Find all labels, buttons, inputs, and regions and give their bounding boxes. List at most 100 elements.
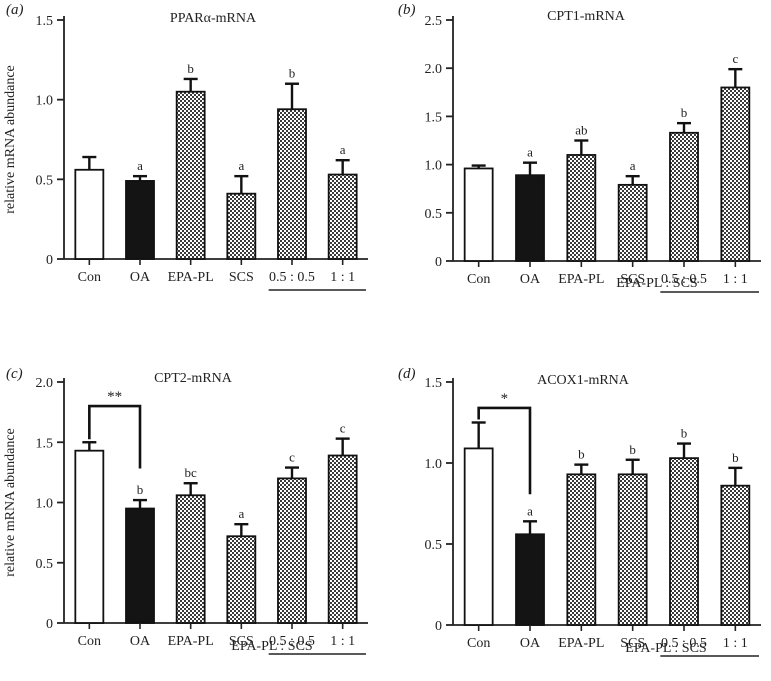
bar-1-1 bbox=[720, 86, 751, 262]
significance-letter: b bbox=[137, 482, 144, 497]
significance-stars: * bbox=[501, 391, 509, 407]
y-tick-label: 0.5 bbox=[36, 173, 54, 188]
chart-title: PPARα-mRNA bbox=[170, 11, 257, 26]
x-tick-label: EPA-PL bbox=[168, 634, 214, 649]
significance-letter: a bbox=[238, 158, 244, 173]
bar-epa-pl bbox=[175, 90, 206, 260]
y-tick-label: 1.5 bbox=[36, 436, 54, 451]
chart-title: CPT1-mRNA bbox=[547, 9, 626, 24]
x-tick-label: OA bbox=[520, 636, 541, 651]
x-tick-label: SCS bbox=[620, 272, 645, 287]
bar-epa-pl bbox=[566, 154, 597, 262]
panel-label: (c) bbox=[6, 366, 23, 382]
chart-title: CPT2-mRNA bbox=[154, 371, 233, 386]
bar-0-5-0-5 bbox=[669, 457, 699, 626]
significance-letter: c bbox=[732, 51, 738, 66]
x-tick-label: 1 : 1 bbox=[723, 636, 748, 651]
significance-letter: b bbox=[732, 450, 739, 465]
significance-bracket bbox=[477, 406, 532, 495]
bar-1-1 bbox=[327, 454, 358, 624]
y-tick-label: 0 bbox=[46, 253, 53, 268]
y-tick-label: 0 bbox=[435, 255, 442, 270]
bar-oa bbox=[125, 180, 155, 260]
bar-1-1 bbox=[327, 173, 358, 260]
significance-letter: a bbox=[238, 506, 244, 521]
bar-1-1 bbox=[720, 484, 751, 626]
x-tick-label: 1 : 1 bbox=[723, 272, 748, 287]
x-tick-label: 0.5 : 0.5 bbox=[661, 272, 707, 287]
chart-panel-c: (c) CPT2-mRNA relative mRNA abundance 0 0.5 1… bbox=[3, 366, 368, 655]
significance-letter: b bbox=[681, 105, 688, 120]
significance-letter: a bbox=[527, 503, 533, 518]
significance-letter: b bbox=[629, 442, 636, 457]
bar-con bbox=[74, 168, 105, 260]
panels: (a) PPARα-mRNA relative mRNA abundance 0 0.5… bbox=[3, 2, 761, 657]
bar-0-5-0-5 bbox=[277, 108, 307, 260]
x-tick-label: EPA-PL bbox=[168, 270, 214, 285]
significance-letter: c bbox=[289, 450, 295, 465]
x-tick-label: SCS bbox=[229, 270, 254, 285]
y-tick-label: 1.5 bbox=[425, 110, 443, 125]
bar-epa-pl bbox=[566, 473, 597, 626]
significance-bracket bbox=[88, 404, 142, 469]
y-tick-label: 2.5 bbox=[425, 14, 443, 29]
x-tick-label: 1 : 1 bbox=[330, 634, 355, 649]
group-label: EPA-PL : SCS bbox=[625, 641, 706, 656]
x-tick-label: SCS bbox=[229, 634, 254, 649]
x-tick-label: 0.5 : 0.5 bbox=[269, 634, 315, 649]
bar-con bbox=[463, 167, 494, 262]
panel-label: (d) bbox=[398, 366, 416, 382]
x-tick-label: OA bbox=[130, 634, 151, 649]
y-axis-label: relative mRNA abundance bbox=[3, 65, 18, 214]
bar-0-5-0-5 bbox=[669, 131, 699, 262]
significance-letter: b bbox=[578, 447, 585, 462]
y-tick-label: 0 bbox=[435, 619, 442, 634]
x-tick-label: 1 : 1 bbox=[330, 270, 355, 285]
bar-0-5-0-5 bbox=[277, 477, 307, 624]
y-tick-label: 1.0 bbox=[425, 159, 443, 174]
bar-oa bbox=[515, 533, 545, 626]
bar-oa bbox=[125, 507, 155, 624]
bar-scs bbox=[226, 535, 257, 624]
x-tick-label: Con bbox=[78, 270, 101, 285]
significance-stars: ** bbox=[107, 389, 122, 405]
significance-letter: bc bbox=[185, 465, 198, 480]
x-tick-label: OA bbox=[520, 272, 541, 287]
bar-scs bbox=[617, 473, 648, 626]
x-tick-label: 0.5 : 0.5 bbox=[661, 636, 707, 651]
y-axis-label: relative mRNA abundance bbox=[3, 428, 18, 577]
bar-con bbox=[74, 449, 105, 624]
x-tick-label: EPA-PL bbox=[558, 636, 604, 651]
x-tick-label: EPA-PL bbox=[558, 272, 604, 287]
significance-letter: ab bbox=[575, 123, 587, 138]
group-label: EPA-PL : SCS bbox=[231, 639, 312, 654]
bar-scs bbox=[617, 183, 648, 262]
y-tick-label: 2.0 bbox=[36, 376, 54, 391]
chart-panel-b: (b) CPT1-mRNA00.51.01.52.02.5ConaOAabEPA-… bbox=[398, 2, 761, 293]
y-tick-label: 1.5 bbox=[36, 14, 54, 29]
y-tick-label: 1.5 bbox=[425, 376, 443, 391]
significance-letter: b bbox=[187, 61, 194, 76]
x-tick-label: OA bbox=[130, 270, 151, 285]
significance-letter: a bbox=[137, 158, 143, 173]
y-tick-label: 1.0 bbox=[36, 94, 54, 109]
x-tick-label: Con bbox=[467, 636, 490, 651]
significance-letter: b bbox=[289, 66, 296, 81]
significance-letter: a bbox=[340, 142, 346, 157]
y-tick-label: 0 bbox=[46, 617, 53, 632]
significance-letter: a bbox=[630, 158, 636, 173]
x-tick-label: SCS bbox=[620, 636, 645, 651]
panel-label: (a) bbox=[6, 2, 24, 18]
x-tick-label: Con bbox=[78, 634, 101, 649]
significance-letter: a bbox=[527, 145, 533, 160]
bar-con bbox=[463, 447, 494, 626]
x-tick-label: Con bbox=[467, 272, 490, 287]
significance-letter: c bbox=[340, 421, 346, 436]
y-tick-label: 0.5 bbox=[36, 557, 54, 572]
y-tick-label: 0.5 bbox=[425, 207, 443, 222]
significance-letter: b bbox=[681, 426, 688, 441]
chart-panel-d: (d) ACOX1-mRNA 0 0.5 1.0 1.5 Con a OA b EPA-PL b SCS… bbox=[398, 366, 761, 657]
x-tick-label: 0.5 : 0.5 bbox=[269, 270, 315, 285]
y-tick-label: 0.5 bbox=[425, 538, 443, 553]
